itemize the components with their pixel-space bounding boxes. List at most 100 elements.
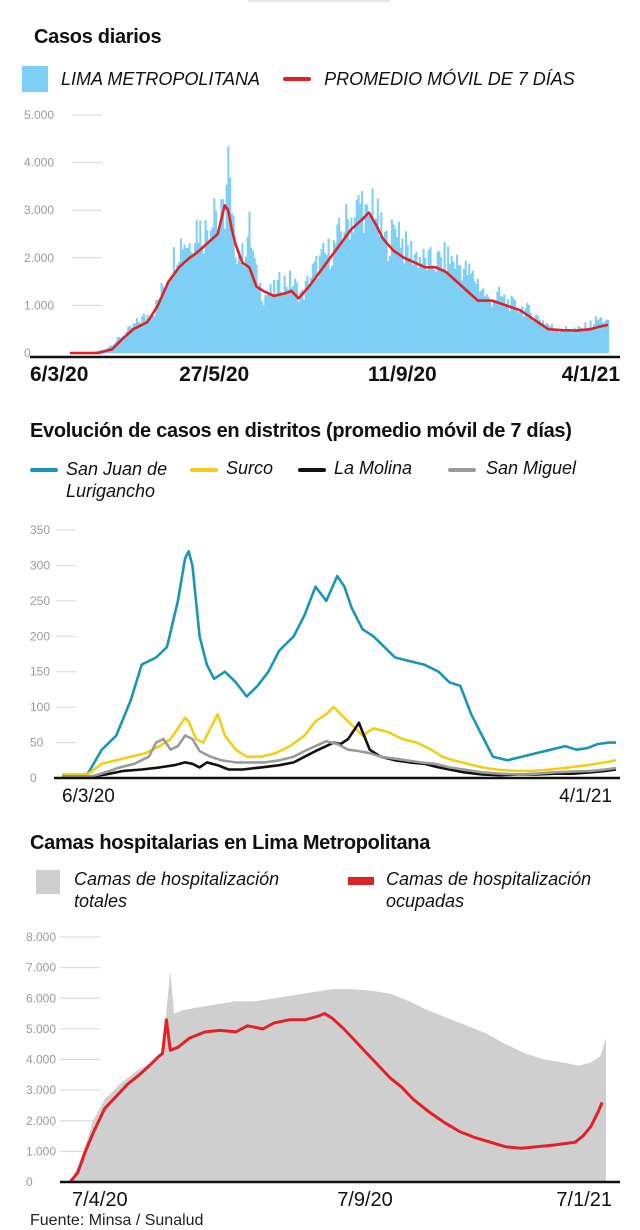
chart1-bar — [210, 230, 212, 353]
chart1-bar — [384, 232, 386, 353]
chart1-bar — [310, 278, 312, 353]
chart1-bar — [212, 227, 214, 353]
chart1-bar — [277, 280, 279, 353]
chart1-bar — [445, 271, 447, 353]
chart1-bar — [509, 311, 511, 353]
chart1-bar — [291, 288, 293, 353]
chart1-bar — [312, 264, 314, 353]
chart1-bar — [229, 177, 231, 353]
chart1-bar — [523, 316, 525, 353]
chart1-bar — [159, 298, 161, 353]
chart3-ytick-label: 1.000 — [26, 1144, 56, 1158]
chart1-bar — [463, 269, 465, 353]
chart1-bar — [203, 254, 205, 353]
chart1-bar — [185, 248, 187, 353]
chart1-bar — [197, 243, 199, 353]
chart1-bar — [373, 221, 375, 353]
chart1-bar — [263, 306, 265, 353]
chart1-bar — [166, 282, 168, 353]
chart2-ytick-label: 300 — [30, 558, 50, 572]
chart1-bar — [366, 205, 368, 353]
chart1-bar — [236, 264, 238, 353]
chart2-legend-surco-swatch — [190, 468, 218, 472]
chart3-series-area-0 — [70, 971, 606, 1182]
chart1-bar — [247, 236, 249, 353]
chart2-title: Evolución de casos en distritos (promedi… — [30, 420, 572, 443]
chart1-bar — [588, 327, 590, 353]
chart1-bar — [150, 318, 152, 353]
chart1-bar — [213, 198, 215, 353]
chart3-legend-occupied-swatch — [348, 877, 374, 885]
chart1-bar — [287, 289, 289, 353]
chart3-ytick-label: 4.000 — [26, 1053, 56, 1067]
chart1-bar — [567, 329, 569, 353]
chart1-bar — [503, 294, 505, 353]
chart1-bar — [336, 224, 338, 353]
chart1-bar — [382, 238, 384, 353]
chart1-bar — [227, 146, 229, 353]
chart1-bar — [405, 231, 407, 353]
chart1-bar — [350, 217, 352, 353]
chart1-title: Casos diarios — [34, 26, 161, 49]
chart1-bar — [148, 319, 150, 353]
chart1-bar — [245, 257, 247, 353]
chart1-bar — [266, 295, 268, 353]
chart1-bar — [438, 251, 440, 353]
chart1-bar — [570, 331, 572, 353]
chart1-ytick-label: 1.000 — [24, 298, 54, 312]
chart1-bar — [292, 286, 294, 353]
chart2-ytick-label: 50 — [30, 736, 44, 750]
chart1-bar — [498, 287, 500, 353]
chart1-bar — [600, 317, 602, 353]
chart1-bar — [414, 254, 416, 353]
chart2-legend: San Juan de Lurigancho Surco La Molina S… — [30, 458, 630, 508]
chart1-bar — [250, 247, 252, 353]
top-divider — [248, 0, 390, 2]
chart1-bar — [370, 213, 372, 353]
chart1-bar — [271, 294, 273, 353]
chart1-bar — [180, 238, 182, 353]
chart1-bar — [280, 292, 282, 353]
chart1-bar — [505, 304, 507, 353]
chart1-bar — [379, 236, 381, 353]
chart3-legend-label-total: Camas de hospitalización totales — [74, 868, 314, 912]
chart1-ytick-label: 4.000 — [24, 156, 54, 170]
chart3-ytick-label: 8.000 — [26, 930, 56, 944]
chart1-bar — [205, 220, 207, 353]
chart2-ytick-label: 250 — [30, 594, 50, 608]
chart1-bar — [118, 337, 120, 353]
chart1-bar — [474, 281, 476, 353]
chart1-bar — [423, 249, 425, 353]
chart1-bar — [175, 270, 177, 353]
chart1-bar — [428, 250, 430, 353]
chart1-bar — [190, 252, 192, 353]
chart1-bar — [572, 330, 574, 353]
chart3-legend-total-swatch — [36, 870, 60, 894]
chart3-ytick-label: 0 — [26, 1175, 33, 1189]
chart1-bar — [389, 256, 391, 353]
chart1-bar — [597, 320, 599, 353]
chart1-bar — [526, 303, 528, 353]
chart1-bar — [298, 302, 300, 353]
chart2-legend-sjl-swatch — [30, 468, 58, 472]
chart1-bar — [581, 328, 583, 353]
chart1-legend-label-lima: LIMA METROPOLITANA — [61, 69, 260, 89]
chart1-bar — [470, 274, 472, 353]
chart1-bar — [475, 284, 477, 353]
chart1-bar — [176, 265, 178, 353]
chart2-legend-label-surco: Surco — [226, 458, 273, 479]
chart1-bar — [484, 296, 486, 353]
chart1-ytick-label: 0 — [24, 346, 31, 360]
chart1-bar — [317, 278, 319, 353]
chart1-bar — [169, 278, 171, 353]
chart1-bar — [495, 301, 497, 353]
chart1-bar — [421, 264, 423, 353]
chart3-ytick-label: 6.000 — [26, 991, 56, 1005]
chart1-bar — [303, 300, 305, 353]
chart1-bar — [591, 327, 593, 353]
chart1-bar — [489, 300, 491, 353]
chart1-bar — [345, 204, 347, 353]
chart1-bar — [456, 255, 458, 353]
chart1-bar — [254, 258, 256, 353]
chart1-bar — [206, 230, 208, 353]
